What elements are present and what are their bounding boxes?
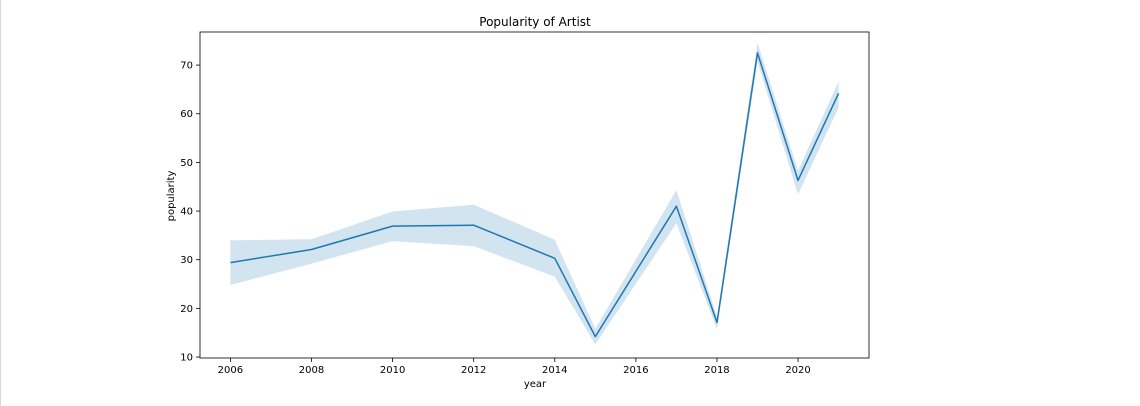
- data-point: [796, 178, 800, 182]
- left-border-rule: [0, 0, 1, 406]
- data-point: [472, 223, 476, 227]
- y-tick-label: 40: [180, 207, 193, 218]
- y-tick-label: 60: [180, 109, 193, 120]
- y-axis-label: popularity: [166, 171, 177, 222]
- x-tick-label: 2010: [380, 365, 405, 376]
- y-tick-label: 70: [180, 61, 193, 72]
- x-tick-label: 2008: [299, 365, 324, 376]
- y-axis: 10 20 30 40 50 60 70: [180, 61, 200, 364]
- chart-title: Popularity of Artist: [479, 15, 591, 29]
- data-point: [310, 248, 314, 252]
- series-line-0: [230, 52, 840, 338]
- data-point: [593, 335, 597, 339]
- x-axis: 2006 2008 2010 2012 2014 2016 2018 2020: [218, 358, 811, 376]
- x-tick-label: 2006: [218, 365, 243, 376]
- y-tick-label: 50: [180, 158, 193, 169]
- y-tick-label: 30: [180, 255, 193, 266]
- y-tick-label: 10: [180, 353, 193, 364]
- x-axis-label: year: [524, 379, 547, 390]
- x-tick-label: 2016: [623, 365, 648, 376]
- data-point: [674, 204, 678, 208]
- x-tick-label: 2018: [704, 365, 729, 376]
- plot-frame: [199, 31, 870, 359]
- x-tick-label: 2020: [785, 365, 810, 376]
- data-point: [391, 224, 395, 228]
- confidence-band-0: [230, 42, 839, 345]
- data-point: [756, 51, 760, 55]
- data-point: [553, 256, 557, 260]
- y-tick-label: 20: [180, 304, 193, 315]
- data-point: [837, 91, 841, 95]
- data-point: [715, 321, 719, 325]
- plot-area: [199, 31, 870, 359]
- x-tick-label: 2012: [461, 365, 486, 376]
- x-tick-label: 2014: [542, 365, 567, 376]
- data-point: [228, 261, 232, 265]
